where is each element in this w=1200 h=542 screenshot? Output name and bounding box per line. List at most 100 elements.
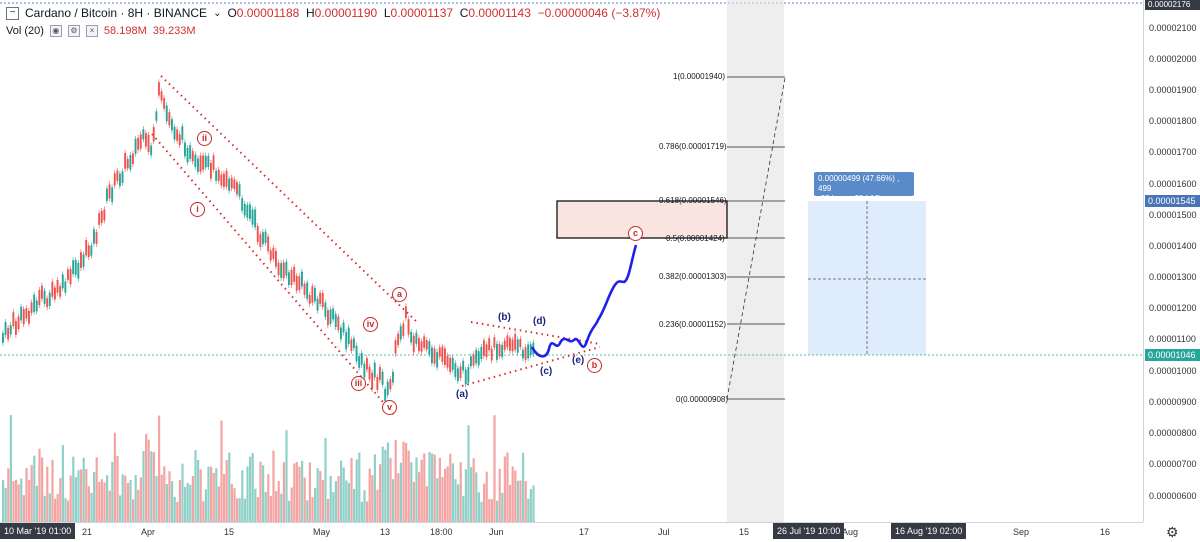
volume-bar	[457, 484, 460, 522]
volume-bar	[108, 490, 111, 522]
time-axis[interactable]	[0, 522, 1143, 542]
candle-body	[402, 323, 405, 337]
candle-body	[48, 292, 51, 306]
candle-body	[477, 351, 480, 366]
volume-bar	[321, 479, 324, 522]
candle-body	[293, 266, 296, 282]
volume-bar	[308, 462, 311, 522]
price-axis-label: 0.00001000	[1149, 366, 1197, 376]
price-axis-label: 0.00000700	[1149, 459, 1197, 469]
candle-body	[376, 376, 379, 390]
wave-label-v[interactable]: v	[382, 400, 397, 415]
candle-body	[262, 232, 264, 245]
chevron-down-icon[interactable]: ⌄	[213, 7, 222, 19]
volume-bar	[61, 445, 64, 522]
chart-canvas[interactable]	[0, 0, 1143, 522]
wave-label-iv[interactable]: iv	[363, 317, 378, 332]
price-axis-label: 0.00001300	[1149, 272, 1197, 282]
volume-bar	[347, 482, 350, 522]
volume-bar	[451, 463, 454, 522]
candle-body	[15, 321, 17, 335]
volume-bar	[165, 484, 168, 522]
volume-bar	[116, 455, 119, 522]
gear-icon[interactable]: ⚙	[1166, 524, 1179, 540]
wave-label-blue-e[interactable]: (e)	[572, 355, 585, 366]
volume-bar	[464, 469, 467, 522]
wave-label-blue-a[interactable]: (a)	[456, 389, 469, 400]
candle-body	[347, 327, 350, 344]
volume-bar	[74, 477, 77, 522]
candle-body	[470, 356, 472, 367]
candle-body	[301, 271, 303, 287]
fib-label-0786: 0.786(0.00001719)	[659, 142, 727, 151]
time-axis-label: Jul	[658, 527, 670, 537]
elliott-channel	[151, 75, 601, 417]
wave-label-c[interactable]: c	[628, 226, 643, 241]
wave-label-blue-c[interactable]: (c)	[540, 366, 553, 377]
volume-bar	[2, 479, 5, 522]
candle-body	[137, 137, 140, 150]
candle-body	[38, 290, 41, 306]
volume-bar	[142, 451, 145, 522]
volume-bar	[215, 468, 218, 522]
volume-bar	[496, 500, 499, 522]
wave-label-blue-d[interactable]: (d)	[533, 316, 546, 327]
candle-body	[181, 126, 184, 140]
volume-bar	[121, 474, 124, 522]
wave-label-a[interactable]: a	[392, 287, 407, 302]
candle-body	[436, 352, 439, 368]
volume-label[interactable]: Vol (20)	[6, 25, 44, 37]
candle-body	[254, 209, 257, 228]
volume-bar	[225, 460, 228, 522]
volume-bar	[522, 452, 525, 522]
wave-label-b[interactable]: b	[587, 358, 602, 373]
wave-label-ii[interactable]: ii	[197, 131, 212, 146]
candle-body	[103, 209, 106, 221]
wave-label-blue-b[interactable]: (b)	[498, 312, 511, 323]
volume-bar	[459, 462, 462, 522]
time-axis-label: 13	[380, 527, 391, 537]
candle-body	[25, 308, 28, 319]
wave-label-i[interactable]: i	[190, 202, 205, 217]
candle-body	[90, 245, 93, 256]
volume-bar	[80, 469, 83, 522]
candle-body	[139, 134, 142, 149]
price-axis[interactable]	[1143, 0, 1200, 522]
volume-bar	[93, 472, 96, 522]
volume-bar	[436, 478, 439, 522]
eye-icon[interactable]: ◉	[49, 25, 62, 37]
candle-body	[316, 298, 319, 311]
volume-bar	[134, 474, 137, 522]
candle-body	[147, 134, 150, 152]
candle-body	[22, 309, 25, 325]
close-icon[interactable]: ×	[85, 25, 98, 37]
volume-bar	[158, 415, 161, 522]
time-axis-label: Jun	[489, 527, 504, 537]
candle-body	[197, 158, 199, 172]
time-axis-label: Apr	[141, 527, 156, 537]
candle-body	[28, 310, 30, 324]
candle-body	[210, 162, 212, 179]
candle-body	[480, 346, 483, 360]
volume-bar	[272, 450, 275, 522]
candle-body	[285, 261, 288, 276]
volume-bar	[363, 490, 366, 522]
candle-body	[212, 155, 215, 170]
volume-bar	[345, 480, 348, 522]
collapse-icon[interactable]: −	[6, 6, 19, 20]
candle-body	[358, 356, 361, 368]
candle-body	[527, 344, 530, 359]
candle-body	[124, 152, 127, 169]
candle-body	[51, 281, 54, 297]
candle-body	[332, 308, 335, 320]
candle-body	[158, 82, 160, 96]
candle-body	[360, 353, 363, 365]
projection-path	[530, 244, 638, 358]
volume-bar	[319, 471, 322, 522]
symbol-title[interactable]: Cardano / Bitcoin · 8H · BINANCE	[25, 6, 208, 20]
measure-tooltip[interactable]: 0.00000499 (47.66%) , 499 -62 bars, -20d…	[814, 172, 914, 203]
candle-body	[303, 283, 306, 295]
settings-icon[interactable]: ⚙	[67, 25, 80, 37]
candle-body	[485, 344, 488, 358]
wave-label-iii[interactable]: iii	[351, 376, 366, 391]
